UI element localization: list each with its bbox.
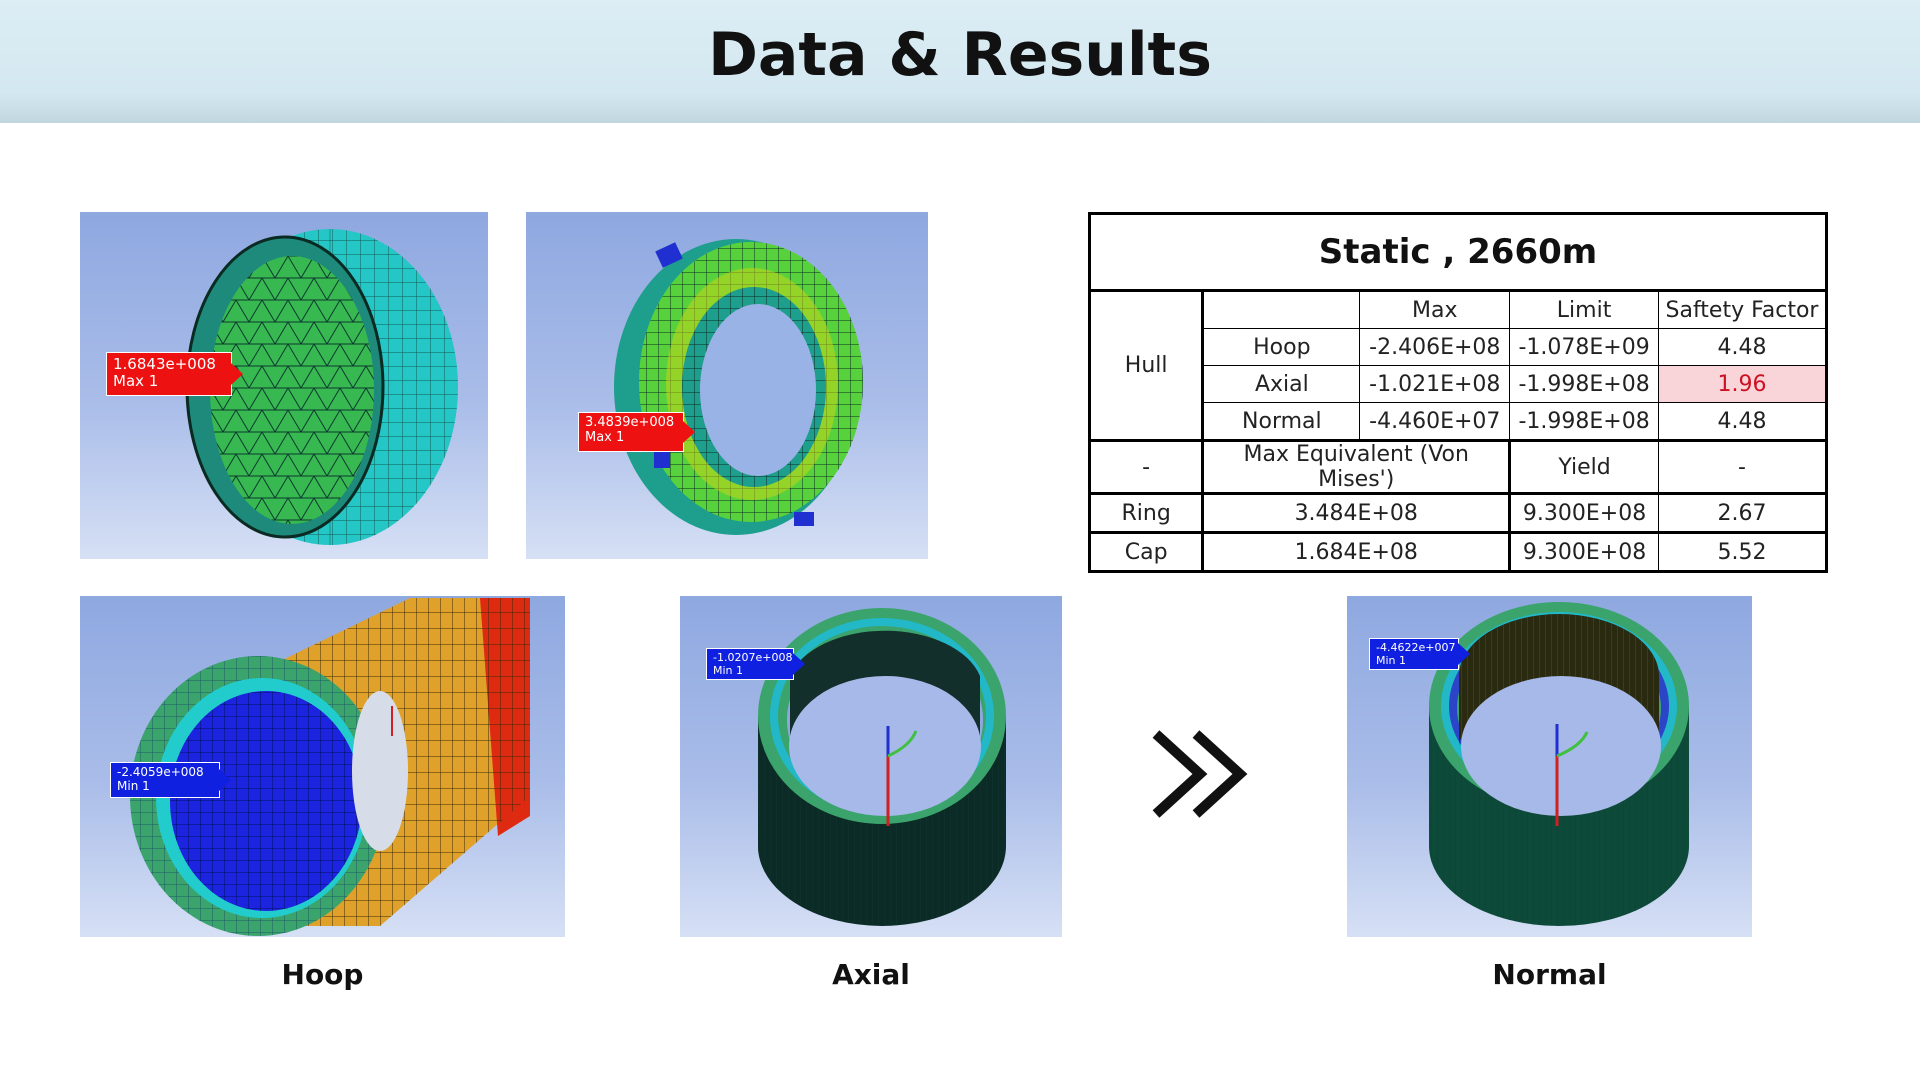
row-name: Cap: [1088, 532, 1205, 572]
max-probe-label: 1.6843e+008 Max 1: [106, 352, 243, 396]
page-title: Data & Results: [708, 20, 1212, 90]
axial-caption: Axial: [832, 958, 910, 991]
cap-stress-figure: 1.6843e+008 Max 1: [80, 212, 488, 559]
equiv-label: Max Equivalent (Von Mises'): [1202, 440, 1512, 495]
header-limit: Limit: [1509, 290, 1659, 329]
normal-stress-figure: -4.4622e+007 Min 1: [1347, 596, 1752, 937]
max-value: 1.6843e+008: [113, 355, 216, 373]
row-limit: -1.998E+08: [1509, 365, 1659, 403]
min-value: -2.4059e+008: [117, 765, 204, 779]
max-kind: Max 1: [585, 429, 625, 445]
table-row: - Max Equivalent (Von Mises') Yield -: [1088, 440, 1828, 495]
header-max: Max: [1359, 290, 1511, 329]
table-row: Ring 3.484E+08 9.300E+08 2.67: [1088, 493, 1828, 534]
min-kind: Min 1: [1376, 653, 1407, 667]
row-max: -4.460E+07: [1359, 402, 1511, 442]
max-probe-label: 3.4839e+008 Max 1: [578, 412, 695, 452]
yield-label: Yield: [1509, 440, 1659, 495]
min-kind: Min 1: [713, 663, 744, 677]
row-dash: -: [1088, 440, 1205, 495]
row-max: 3.484E+08: [1202, 493, 1512, 534]
table-row: Hoop -2.406E+08 -1.078E+09 4.48: [1090, 328, 1828, 366]
min-value: -1.0207e+008: [713, 651, 793, 664]
axial-stress-figure: -1.0207e+008 Min 1: [680, 596, 1062, 937]
max-kind: Max 1: [113, 372, 159, 391]
row-max: -1.021E+08: [1359, 365, 1511, 403]
row-yield: 9.300E+08: [1509, 493, 1659, 534]
row-max: -2.406E+08: [1359, 328, 1511, 366]
row-limit: -1.078E+09: [1509, 328, 1659, 366]
table-title: Static , 2660m: [1089, 213, 1827, 292]
row-yield: 9.300E+08: [1509, 532, 1659, 572]
table-header-blank: [1202, 290, 1361, 329]
results-table: Static , 2660m Hull Max Limit Saftety Fa…: [1088, 212, 1828, 573]
min-probe-label: -2.4059e+008 Min 1: [110, 762, 231, 798]
normal-caption: Normal: [1492, 958, 1607, 991]
title-banner: Data & Results: [0, 0, 1920, 123]
hull-label: Hull: [1088, 290, 1205, 442]
row-safety-factor: 2.67: [1657, 493, 1828, 534]
ring-stress-figure: 3.4839e+008 Max 1: [526, 212, 928, 559]
max-value: 3.4839e+008: [585, 415, 675, 430]
table-row: Axial -1.021E+08 -1.998E+08 1.96: [1090, 365, 1828, 403]
row-name: Normal: [1202, 402, 1361, 442]
row-safety-factor: 4.48: [1657, 402, 1828, 442]
row-name: Hoop: [1202, 328, 1361, 366]
hoop-stress-figure: -2.4059e+008 Min 1: [80, 596, 565, 937]
min-value: -4.4622e+007: [1376, 641, 1456, 654]
row-name: Ring: [1088, 493, 1205, 534]
header-safety-factor: Saftety Factor: [1657, 290, 1828, 329]
row-safety-factor: 4.48: [1657, 328, 1828, 366]
hoop-caption: Hoop: [281, 958, 364, 991]
min-probe-label: -4.4622e+007 Min 1: [1369, 638, 1470, 670]
min-probe-label: -1.0207e+008 Min 1: [706, 648, 805, 680]
row-safety-factor: -: [1657, 440, 1828, 495]
double-chevron-right-icon: [1152, 730, 1248, 818]
row-max: 1.684E+08: [1202, 532, 1512, 572]
row-safety-factor: 5.52: [1657, 532, 1828, 572]
row-limit: -1.998E+08: [1509, 402, 1659, 442]
table-row: Cap 1.684E+08 9.300E+08 5.52: [1088, 532, 1828, 572]
min-kind: Min 1: [117, 778, 150, 793]
row-name: Axial: [1202, 365, 1361, 403]
table-row: Normal -4.460E+07 -1.998E+08 4.48: [1090, 402, 1828, 442]
row-safety-factor-highlight: 1.96: [1657, 365, 1828, 403]
